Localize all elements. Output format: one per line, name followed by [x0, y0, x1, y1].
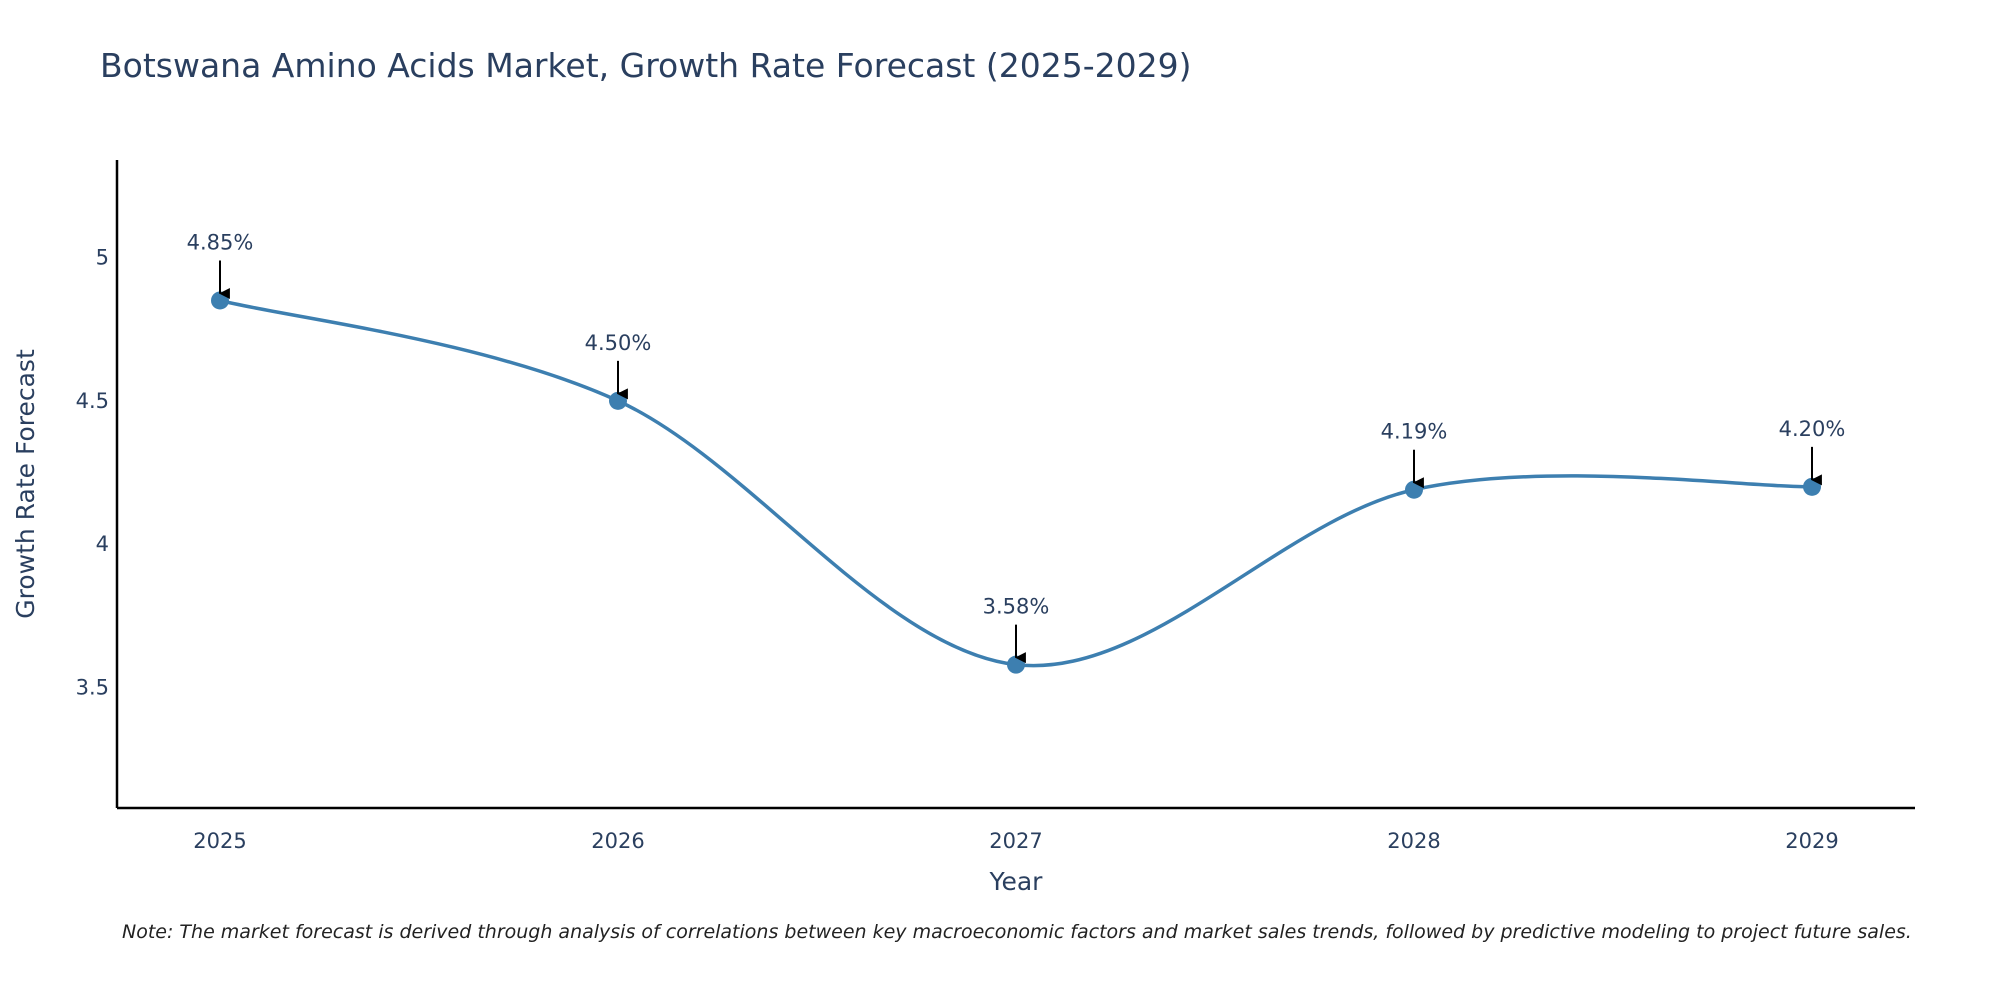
x-tick-label: 2028	[1387, 829, 1440, 853]
y-tick-label: 5	[96, 245, 109, 269]
x-tick-label: 2029	[1785, 829, 1838, 853]
x-tick-label: 2027	[989, 829, 1042, 853]
x-tick-label: 2026	[591, 829, 644, 853]
y-tick-label: 4.5	[76, 389, 109, 413]
x-tick-label: 2025	[193, 829, 246, 853]
data-point	[211, 291, 229, 310]
data-label: 4.19%	[1381, 420, 1448, 444]
data-point	[1405, 480, 1423, 499]
data-point	[1007, 655, 1025, 674]
data-label: 3.58%	[983, 595, 1050, 619]
y-tick-label: 3.5	[76, 676, 109, 700]
y-axis-title: Growth Rate Forecast	[11, 349, 40, 619]
chart-title: Botswana Amino Acids Market, Growth Rate…	[100, 46, 1192, 85]
y-tick-label: 4	[96, 532, 109, 556]
footnote: Note: The market forecast is derived thr…	[122, 921, 1912, 943]
data-label: 4.85%	[187, 230, 254, 254]
x-axis-title: Year	[989, 867, 1044, 896]
data-point	[609, 391, 627, 410]
data-point	[1803, 477, 1821, 496]
data-label: 4.20%	[1779, 417, 1846, 441]
data-label: 4.50%	[585, 331, 652, 355]
